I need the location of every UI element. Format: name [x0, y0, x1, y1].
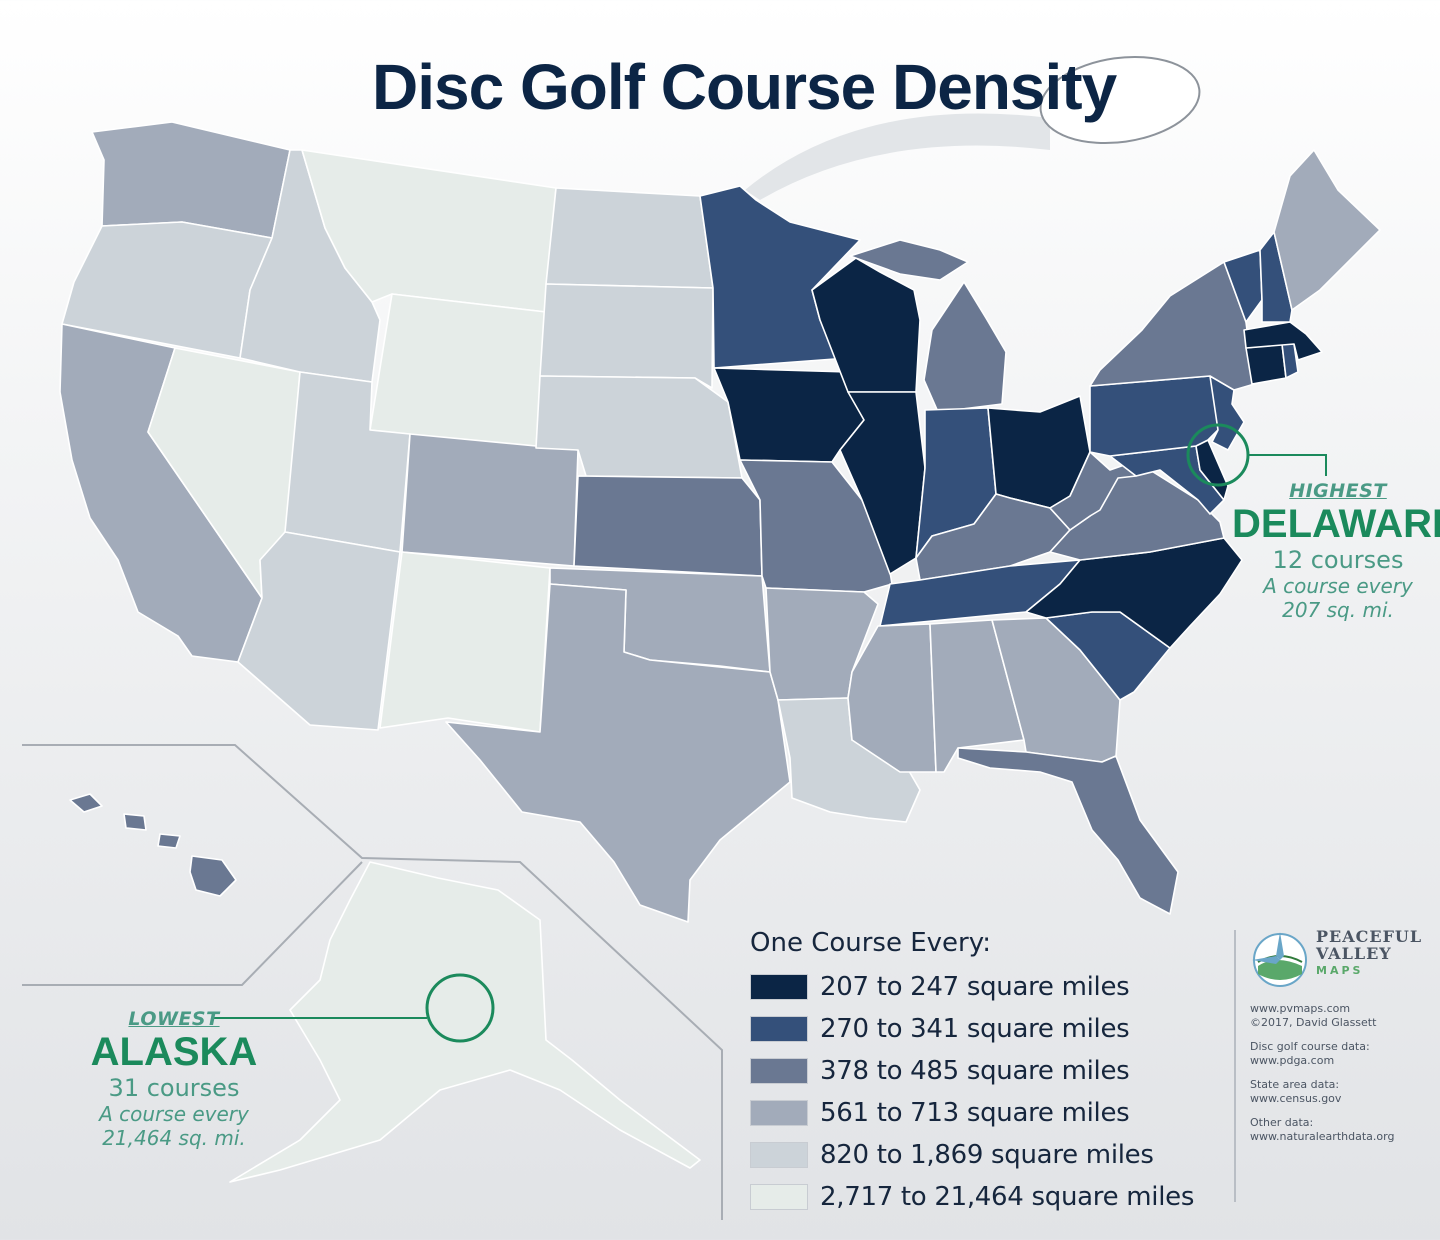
legend-item: 270 to 341 square miles [750, 1008, 1230, 1050]
legend-item: 378 to 485 square miles [750, 1050, 1230, 1092]
state-florida [957, 747, 1179, 915]
lowest-rate-line2: 21,464 sq. mi. [102, 1126, 246, 1150]
lowest-tag: LOWEST [128, 1008, 220, 1030]
inset-frame-lower [22, 861, 363, 986]
attribution-copyright: ©2017, David Glassett [1250, 1016, 1377, 1029]
brand: PEACEFUL VALLEY MAPS [1310, 928, 1422, 979]
lowest-state: ALASKA [90, 1030, 258, 1074]
brand-line1: PEACEFUL [1316, 927, 1423, 946]
state-illinois [839, 391, 926, 575]
legend-swatch [750, 1184, 808, 1210]
highest-courses: 12 courses [1272, 546, 1404, 574]
inset-frame [22, 744, 723, 1220]
legend-label: 270 to 341 square miles [820, 1014, 1130, 1044]
lowest-callout: LOWEST ALASKA 31 courses A course every … [70, 1008, 278, 1150]
other-data-source[interactable]: www.naturalearthdata.org [1250, 1130, 1395, 1143]
state-colorado [401, 433, 579, 567]
highest-state: DELAWARE [1232, 502, 1440, 546]
area-data-source[interactable]: www.census.gov [1250, 1092, 1342, 1105]
legend-item: 820 to 1,869 square miles [750, 1134, 1230, 1176]
state-hawaii [69, 793, 237, 897]
attribution-site[interactable]: www.pvmaps.com [1250, 1002, 1351, 1015]
legend-label: 207 to 247 square miles [820, 972, 1130, 1002]
delaware-leader-line [1248, 454, 1327, 476]
legend-label: 820 to 1,869 square miles [820, 1140, 1154, 1170]
legend-swatch [750, 1142, 808, 1168]
highest-tag: HIGHEST [1289, 480, 1387, 502]
state-wyoming [369, 293, 547, 449]
legend-label: 561 to 713 square miles [820, 1098, 1130, 1128]
attribution: www.pvmaps.com ©2017, David Glassett Dis… [1250, 1002, 1435, 1154]
legend-title: One Course Every: [750, 928, 991, 958]
legend-item: 2,717 to 21,464 square miles [750, 1176, 1230, 1218]
area-data-label: State area data: [1250, 1078, 1340, 1091]
disc-icon [1039, 55, 1201, 145]
legend-item: 561 to 713 square miles [750, 1092, 1230, 1134]
page-title: Disc Golf Course Density [372, 51, 1117, 123]
state-south-dakota [539, 283, 714, 389]
legend-item: 207 to 247 square miles [750, 966, 1230, 1008]
legend-label: 378 to 485 square miles [820, 1056, 1130, 1086]
state-michigan [849, 239, 1007, 413]
state-missouri [739, 459, 893, 593]
state-kansas [573, 475, 763, 577]
course-data-label: Disc golf course data: [1250, 1040, 1370, 1053]
state-north-dakota [545, 187, 714, 289]
course-data-source[interactable]: www.pdga.com [1250, 1054, 1335, 1067]
legend-divider [1234, 930, 1236, 1202]
state-texas [445, 583, 791, 923]
legend: One Course Every: 207 to 247 square mile… [750, 928, 1230, 1218]
legend-swatch [750, 974, 808, 1000]
state-maine [1273, 149, 1381, 311]
highest-rate-line1: A course every [1263, 574, 1413, 598]
state-wisconsin [811, 257, 921, 393]
brand-name: PEACEFUL VALLEY MAPS [1316, 928, 1422, 979]
brand-line2: VALLEY [1316, 944, 1392, 963]
lowest-courses: 31 courses [108, 1074, 240, 1102]
alaska-highlight-ring [425, 973, 495, 1043]
state-connecticut [1245, 343, 1287, 385]
state-washington [91, 121, 291, 239]
peaceful-valley-logo-icon [1252, 932, 1307, 987]
other-data-label: Other data: [1250, 1116, 1314, 1129]
highest-callout: HIGHEST DELAWARE 12 courses A course eve… [1232, 480, 1440, 622]
state-new-mexico [379, 551, 551, 733]
legend-swatch [750, 1100, 808, 1126]
disc-swoosh [745, 113, 1050, 200]
highest-rate-line2: 207 sq. mi. [1282, 598, 1394, 622]
lowest-rate-line1: A course every [99, 1102, 249, 1126]
state-arizona [237, 531, 401, 731]
state-massachusetts [1243, 321, 1323, 361]
brand-line3: MAPS [1316, 964, 1364, 977]
legend-label: 2,717 to 21,464 square miles [820, 1182, 1195, 1212]
legend-swatch [750, 1058, 808, 1084]
legend-swatch [750, 1016, 808, 1042]
state-alaska [229, 861, 701, 1183]
